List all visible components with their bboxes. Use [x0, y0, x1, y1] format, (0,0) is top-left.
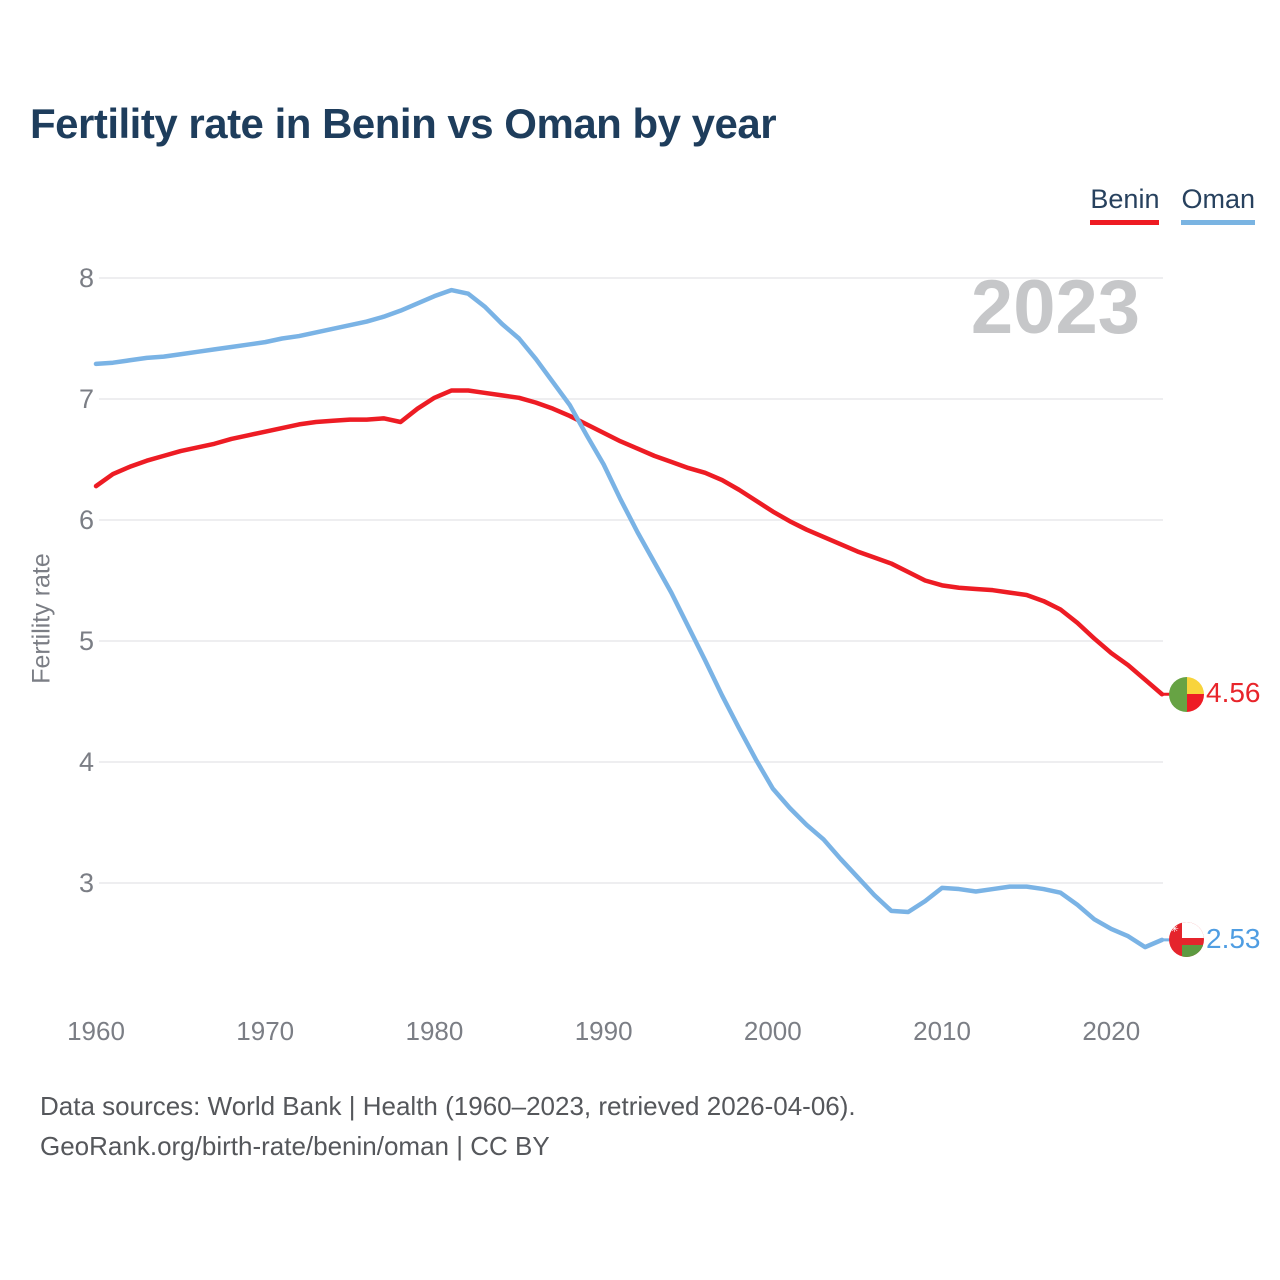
benin-line	[93, 388, 1165, 697]
benin-flag-green-band	[1169, 676, 1187, 712]
footer-sources: Data sources: World Bank | Health (1960–…	[40, 1091, 856, 1121]
x-tick-label: 2020	[1082, 1016, 1141, 1046]
benin-flag-red-band	[1186, 694, 1204, 712]
legend-item-benin[interactable]: Benin	[1090, 184, 1160, 225]
y-tick-label: 3	[78, 868, 94, 898]
x-tick-label: 2010	[913, 1016, 971, 1046]
benin-end-value: 4.56	[1206, 677, 1261, 709]
benin-flag-yellow-band	[1186, 676, 1204, 695]
y-tick-label: 8	[78, 263, 94, 293]
benin-flag-icon	[1169, 676, 1204, 712]
footer-attribution: GeoRank.org/birth-rate/benin/oman | CC B…	[40, 1131, 550, 1161]
x-tick-label: 2000	[743, 1016, 802, 1046]
y-tick-label: 7	[78, 384, 94, 414]
oman-flag-green-band	[1182, 944, 1204, 958]
x-tick-label: 1970	[236, 1016, 295, 1046]
y-tick-label: 6	[78, 505, 94, 535]
year-watermark: 2023	[970, 265, 1140, 350]
y-tick-label: 4	[78, 747, 94, 777]
oman-flag-white-band	[1182, 922, 1204, 939]
y-tick-label: 5	[78, 626, 94, 656]
x-tick-label: 1980	[405, 1016, 464, 1046]
x-tick-label: 1960	[67, 1016, 125, 1046]
oman-line	[93, 287, 1165, 950]
legend: Benin Oman	[1090, 184, 1255, 225]
oman-end-value: 2.53	[1206, 922, 1261, 954]
page-title: Fertility rate in Benin vs Oman by year	[30, 100, 777, 147]
oman-flag-icon: ✳	[1169, 922, 1204, 958]
footer: Data sources: World Bank | Health (1960–…	[40, 1086, 856, 1166]
oman-flag-emblem: ✳	[1170, 924, 1179, 936]
x-tick-label: 1990	[574, 1016, 633, 1046]
legend-item-oman[interactable]: Oman	[1181, 184, 1255, 225]
